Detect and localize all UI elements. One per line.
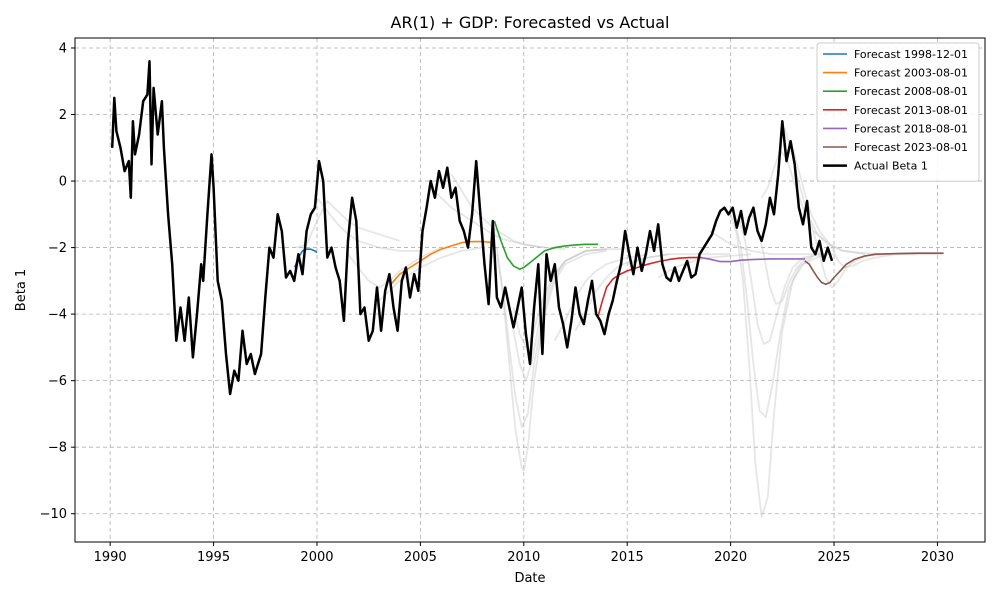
legend-label: Actual Beta 1 <box>854 160 928 173</box>
legend-label: Forecast 1998-12-01 <box>854 48 968 61</box>
forecast-line <box>493 220 599 270</box>
y-tick-label: −2 <box>48 241 67 256</box>
legend-label: Forecast 2003-08-01 <box>854 67 968 80</box>
x-tick-label: 2020 <box>714 550 747 565</box>
background-forecast-line <box>812 230 917 289</box>
background-forecast-line <box>709 230 814 256</box>
y-tick-label: 2 <box>59 108 67 123</box>
y-tick-label: −10 <box>40 507 67 522</box>
x-tick-label: 2005 <box>404 550 437 565</box>
legend-label: Forecast 2008-08-01 <box>854 85 968 98</box>
background-forecast-line <box>430 187 545 249</box>
x-tick-label: 1995 <box>197 550 230 565</box>
actual-beta-line-group <box>110 60 834 396</box>
background-forecast-line <box>657 253 752 279</box>
x-tick-label: 2030 <box>921 550 954 565</box>
legend-label: Forecast 2023-08-01 <box>854 141 968 154</box>
legend-box <box>816 42 980 182</box>
background-forecast-line <box>496 247 607 472</box>
background-forecast-line <box>738 217 820 345</box>
background-forecast-line <box>750 213 834 305</box>
y-tick-label: 4 <box>59 41 67 56</box>
x-tick-label: 2010 <box>507 550 540 565</box>
y-tick-label: −6 <box>48 374 67 389</box>
actual-beta-line <box>110 60 834 396</box>
x-axis-title: Date <box>514 571 545 586</box>
y-tick-label: 0 <box>59 175 67 190</box>
axes: 1990 1995 2000 2005 2010 2015 2020 2025 2030 4 2 0 −… <box>40 41 954 565</box>
forecast-line <box>701 256 806 263</box>
background-forecast-line <box>496 248 607 429</box>
y-axis-title: Beta 1 <box>14 269 29 311</box>
background-forecast-line <box>729 214 825 518</box>
background-forecast-line <box>831 247 942 269</box>
x-tick-label: 2025 <box>817 550 850 565</box>
x-tick-label: 2000 <box>300 550 333 565</box>
background-forecast-line <box>347 246 442 289</box>
y-tick-label: −8 <box>48 441 67 456</box>
highlighted-forecast-lines <box>293 220 944 318</box>
legend-label: Forecast 2018-08-01 <box>854 122 968 135</box>
x-tick-label: 1990 <box>94 550 127 565</box>
background-forecast-line <box>296 200 400 249</box>
plot-frame <box>74 37 986 543</box>
background-forecast-line <box>316 197 421 252</box>
background-forecast-line <box>733 220 814 419</box>
forecast-line <box>597 256 702 318</box>
legend-label: Forecast 2013-08-01 <box>854 104 968 117</box>
background-forecast-line <box>554 253 649 342</box>
x-tick-label: 2015 <box>611 550 644 565</box>
legend: Forecast 1998-12-01 Forecast 2003-08-01 Fo… <box>816 42 980 182</box>
forecast-line <box>804 252 944 285</box>
background-forecast-line <box>506 248 607 382</box>
background-forecast-line <box>791 147 886 256</box>
y-tick-label: −4 <box>48 308 67 323</box>
chart-title: AR(1) + GDP: Forecasted vs Actual <box>391 13 670 32</box>
